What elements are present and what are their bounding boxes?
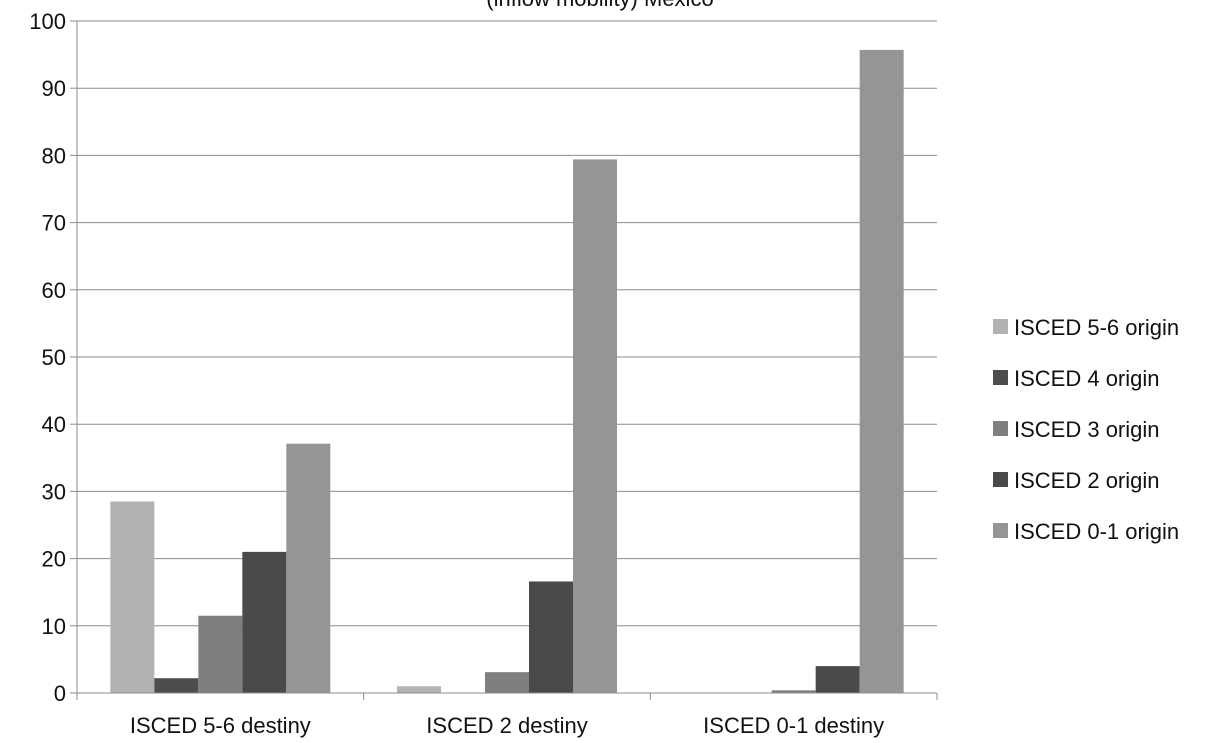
legend-label: ISCED 0-1 origin xyxy=(1014,519,1179,544)
y-tick-label: 90 xyxy=(42,76,66,101)
y-axis: 0 10 20 30 40 50 60 70 80 90 100 xyxy=(29,9,78,706)
y-tick-label: 80 xyxy=(42,143,66,168)
legend-label: ISCED 4 origin xyxy=(1014,366,1160,391)
x-category-label: ISCED 5-6 destiny xyxy=(130,713,311,738)
bar-3-category-3 xyxy=(771,690,816,693)
legend-swatch xyxy=(993,421,1008,436)
x-category-label: ISCED 2 destiny xyxy=(426,713,587,738)
y-tick-label: 20 xyxy=(42,547,66,572)
bar-5-category-1 xyxy=(286,443,331,693)
y-tick-label: 0 xyxy=(54,681,66,706)
bar-1-category-2 xyxy=(397,686,441,693)
bar-2-category-1 xyxy=(154,678,199,693)
legend-label: ISCED 2 origin xyxy=(1014,468,1160,493)
y-tick-label: 70 xyxy=(42,211,66,236)
legend: ISCED 5-6 origin ISCED 4 origin ISCED 3 or… xyxy=(993,315,1179,544)
gridlines xyxy=(77,20,937,627)
legend-label: ISCED 3 origin xyxy=(1014,417,1160,442)
bar-4-category-2 xyxy=(529,581,573,693)
bars xyxy=(110,49,904,694)
bar-4-category-1 xyxy=(242,551,287,693)
bar-5-category-3 xyxy=(859,49,904,694)
bar-5-category-2 xyxy=(573,159,617,693)
bar-3-category-1 xyxy=(198,615,243,693)
bar-4-category-3 xyxy=(815,666,860,693)
y-tick-label: 40 xyxy=(42,412,66,437)
y-tick-label: 10 xyxy=(42,614,66,639)
legend-swatch xyxy=(993,472,1008,487)
y-tick-label: 50 xyxy=(42,345,66,370)
bar-3-category-2 xyxy=(485,672,529,693)
chart-title: (inflow mobility) Mexico xyxy=(486,0,713,11)
bar-1-category-1 xyxy=(110,501,155,693)
legend-label: ISCED 5-6 origin xyxy=(1014,315,1179,340)
y-tick-label: 30 xyxy=(42,479,66,504)
x-category-label: ISCED 0-1 destiny xyxy=(703,713,884,738)
legend-swatch xyxy=(993,523,1008,538)
y-tick-label: 100 xyxy=(29,9,66,34)
legend-swatch xyxy=(993,319,1008,334)
x-axis: ISCED 5-6 destiny ISCED 2 destiny ISCED 0-… xyxy=(76,692,938,738)
y-tick-label: 60 xyxy=(42,278,66,303)
legend-swatch xyxy=(993,370,1008,385)
